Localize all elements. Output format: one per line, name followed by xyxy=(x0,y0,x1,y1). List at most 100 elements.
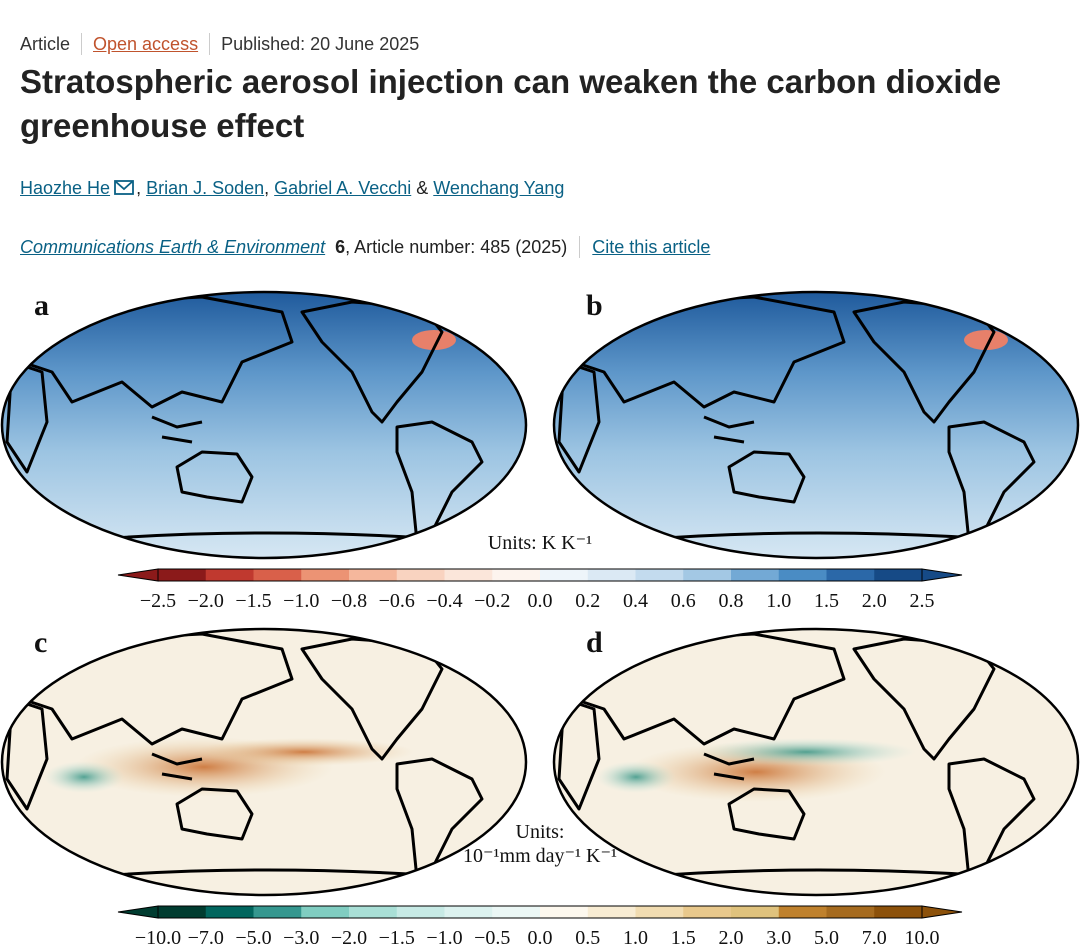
article-type: Article xyxy=(20,33,71,54)
colorbar-extension xyxy=(921,905,963,919)
article-title: Stratospheric aerosol injection can weak… xyxy=(20,63,1002,144)
open-access[interactable]: Open access xyxy=(93,33,199,54)
author-link[interactable]: Brian J. Soden xyxy=(146,178,265,198)
colorbar-segment xyxy=(301,569,350,581)
map xyxy=(2,292,526,558)
colorbar-tick-label: 0.2 xyxy=(575,590,600,612)
map xyxy=(554,292,1078,558)
colorbar-segment xyxy=(778,906,827,918)
map xyxy=(554,629,1078,895)
colorbar-segment xyxy=(731,906,780,918)
colorbar-units: Units: xyxy=(516,821,565,843)
wet-band xyxy=(696,738,916,766)
colorbar-tick-label: 2.0 xyxy=(719,927,744,945)
colorbar-tick-label: −3.0 xyxy=(283,927,319,945)
published-date: Published: 20 June 2025 xyxy=(221,33,420,54)
panel-label: b xyxy=(586,289,603,322)
colorbar-frame xyxy=(157,568,923,582)
colorbar-segment xyxy=(874,569,923,581)
author-link[interactable]: Gabriel A. Vecchi xyxy=(274,178,412,198)
colorbar-tick-label: 1.5 xyxy=(814,590,839,612)
panel-label: c xyxy=(34,626,47,659)
colorbar-tick-label: 0.0 xyxy=(528,927,553,945)
colorbar-segment xyxy=(587,569,636,581)
colorbar-tick-label: −1.5 xyxy=(379,927,415,945)
colorbar-tick-label: −0.5 xyxy=(474,927,510,945)
author-separator: & xyxy=(411,178,434,198)
colorbar-frame xyxy=(157,905,923,919)
citation: Communications Earth & Environment 6, Ar… xyxy=(20,236,710,258)
colorbar-extension xyxy=(117,568,159,582)
colorbar-units: 10⁻¹mm day⁻¹ K⁻¹ xyxy=(463,845,617,867)
map-border xyxy=(552,290,1080,560)
colorbar-tick-label: 0.6 xyxy=(671,590,696,612)
colorbar-segment xyxy=(874,906,923,918)
colorbar-segment xyxy=(778,569,827,581)
article-number: , Article number: 485 (2025) xyxy=(345,236,568,257)
colorbar-tick-label: 2.5 xyxy=(910,590,935,612)
colorbar-tick-label: 5.0 xyxy=(814,927,839,945)
colorbar-tick-label: −1.5 xyxy=(235,590,271,612)
warm-spot xyxy=(412,330,456,350)
colorbar-segment xyxy=(492,569,541,581)
wet-band xyxy=(596,761,676,793)
map-background xyxy=(2,292,526,558)
colorbar-extension xyxy=(117,905,159,919)
cite-link[interactable]: Cite this article xyxy=(592,236,711,257)
colorbar-tick-label: −0.4 xyxy=(426,590,462,612)
panel-label: a xyxy=(34,289,49,322)
colorbar-tick-label: 2.0 xyxy=(862,590,887,612)
colorbar-extension xyxy=(921,568,963,582)
colorbar-tick-label: −2.0 xyxy=(331,927,367,945)
article-header: Article Open access Published: 20 June 2… xyxy=(20,33,419,55)
colorbar-tick-label: −1.0 xyxy=(283,590,319,612)
colorbar-tick-label: 7.0 xyxy=(862,927,887,945)
colorbar-segment xyxy=(683,569,732,581)
colorbar-segment xyxy=(396,906,445,918)
colorbar-segment xyxy=(158,569,207,581)
warm-spot xyxy=(964,330,1008,350)
colorbar-units: Units: K K⁻¹ xyxy=(488,532,592,554)
colorbar-segment xyxy=(635,906,684,918)
map-border xyxy=(552,627,1080,897)
mail-icon[interactable] xyxy=(114,180,136,196)
colorbar-segment xyxy=(540,906,589,918)
colorbar-tick-label: −0.6 xyxy=(379,590,415,612)
colorbar-segment xyxy=(205,569,254,581)
author-link[interactable]: Haozhe He xyxy=(20,178,111,198)
colorbar-tick-label: 0.8 xyxy=(719,590,744,612)
colorbar-tick-label: 0.5 xyxy=(575,927,600,945)
colorbar-tick-label: −2.0 xyxy=(188,590,224,612)
colorbar-segment xyxy=(826,569,875,581)
colorbar-tick-label: −1.0 xyxy=(426,927,462,945)
map-border xyxy=(0,627,528,897)
colorbar-tick-label: 1.5 xyxy=(671,927,696,945)
wet-band xyxy=(44,761,124,793)
colorbar-tick-label: 1.0 xyxy=(766,590,791,612)
colorbar-segment xyxy=(301,906,350,918)
colorbar-segment xyxy=(587,906,636,918)
journal-link[interactable]: Communications Earth & Environment xyxy=(20,236,326,257)
colorbar-tick-label: 0.4 xyxy=(623,590,648,612)
colorbar-segment xyxy=(396,569,445,581)
colorbar-segment xyxy=(158,906,207,918)
colorbar-segment xyxy=(492,906,541,918)
colorbar-segment xyxy=(444,906,493,918)
colorbar-tick-label: 1.0 xyxy=(623,927,648,945)
colorbar-tick-label: −0.8 xyxy=(331,590,367,612)
colorbar-tick-label: −5.0 xyxy=(235,927,271,945)
colorbar-segment xyxy=(683,906,732,918)
colorbar-tick-label: −7.0 xyxy=(188,927,224,945)
map-background xyxy=(554,292,1078,558)
author-separator: , xyxy=(136,178,147,198)
colorbar-segment xyxy=(253,569,302,581)
author-link[interactable]: Wenchang Yang xyxy=(433,178,565,198)
figure: a b c d Units: K K⁻¹ −2.5 −2.0 −1.5 −1.0 −0.8 −0.6… xyxy=(0,289,1080,945)
author-list: Haozhe He, Brian J. Soden, Gabriel A. Ve… xyxy=(20,178,564,199)
wet-band xyxy=(194,738,414,766)
colorbar-segment xyxy=(731,569,780,581)
map xyxy=(2,629,526,895)
colorbar-segment xyxy=(349,906,398,918)
colorbar-segment xyxy=(826,906,875,918)
